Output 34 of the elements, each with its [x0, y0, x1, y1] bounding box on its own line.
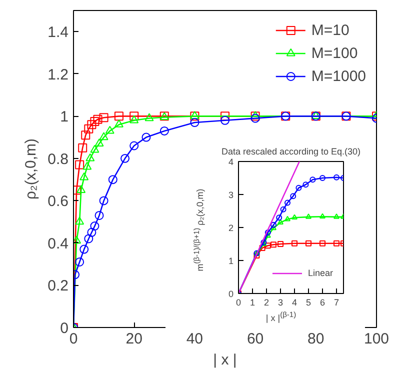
x-tick-label: 40	[186, 330, 204, 348]
legend-label: Linear	[308, 268, 333, 278]
y-tick-label: 0	[228, 289, 234, 299]
legend-label: M=1000	[311, 68, 366, 84]
x-tick-label: 80	[308, 330, 324, 348]
chart-title: Data rescaled according to Eq.(30)	[221, 146, 361, 156]
x-tick-label: 7	[334, 298, 340, 308]
x-tick-label: 1	[250, 298, 256, 308]
y-tick-label: 2	[228, 223, 234, 233]
y-axis-title: ρ₂(x,0,m)	[22, 138, 40, 200]
x-tick-label: 3	[278, 298, 284, 308]
y-tick-label: 1	[60, 108, 68, 126]
x-axis-title: | x |	[213, 352, 237, 368]
x-tick-label: 4	[292, 298, 298, 308]
x-tick-label: 2	[264, 298, 270, 308]
legend-label: M=100	[311, 44, 358, 62]
x-tick-label: 5	[306, 298, 312, 308]
y-tick-label: 3	[228, 190, 234, 200]
x-tick-label: 20	[126, 330, 142, 348]
x-tick-label: 100	[364, 330, 390, 348]
y-tick-label: 4	[228, 157, 234, 167]
x-tick-label: 6	[320, 298, 326, 308]
y-tick-label: 0.4	[48, 235, 69, 252]
y-tick-label: 0.8	[48, 150, 69, 168]
y-tick-label: 0.6	[48, 193, 69, 210]
y-tick-label: 1	[228, 256, 234, 266]
x-axis-title: | x |$^{(β-1)}$	[266, 309, 296, 325]
y-tick-label: 0	[60, 320, 68, 337]
legend-label: M=10	[311, 22, 350, 38]
x-tick-label: 60	[246, 330, 264, 348]
y-tick-label: 0.2	[48, 278, 69, 295]
x-tick-label: 0	[236, 298, 242, 308]
y-tick-label: 1.4	[48, 24, 69, 42]
y-tick-label: 1.2	[48, 66, 69, 84]
